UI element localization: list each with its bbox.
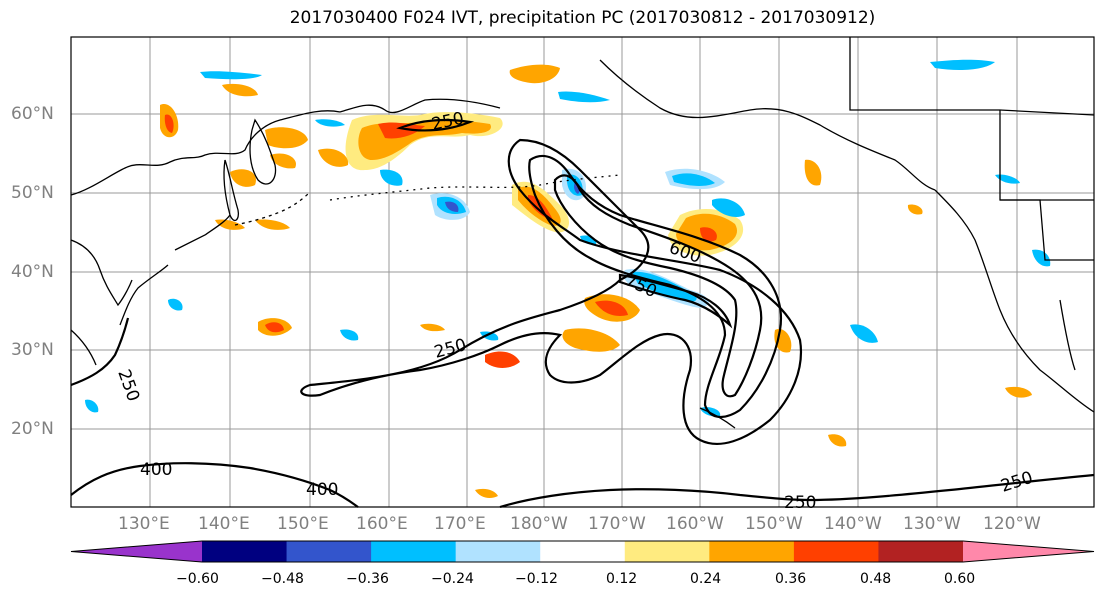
colorbar-tick-10: 0.60: [944, 571, 976, 587]
colorbar-extend-max: [963, 541, 1094, 562]
colorbar-tick-5: −0.12: [515, 571, 558, 587]
colorbar-segment: [286, 541, 372, 562]
lon-label-120w: 120°W: [983, 514, 1041, 534]
lon-label-170w: 170°W: [588, 514, 646, 534]
colorbar-segment: [540, 541, 626, 562]
colorbar-tick-7: 0.24: [690, 571, 722, 587]
lon-label-160w: 160°W: [666, 514, 724, 534]
colorbar-extend-min: [71, 541, 202, 562]
colorbar-segment: [455, 541, 541, 562]
colorbar-tick-3: −0.36: [346, 571, 389, 587]
lon-label-160e: 160°E: [356, 514, 408, 534]
contour-label-250-e: 250: [784, 493, 816, 513]
ivt-contours: [70, 118, 1095, 509]
map-frame: [70, 36, 1095, 508]
colorbar-segment: [202, 541, 288, 562]
colorbar-segment: [793, 541, 879, 562]
colorbar-segment: [371, 541, 457, 562]
lon-label-150w: 150°W: [745, 514, 803, 534]
contour-label-400-b: 400: [306, 480, 338, 500]
lat-label-50n: 50°N: [11, 183, 54, 203]
colorbar-tick-2: −0.48: [261, 571, 304, 587]
colorbar-tick-1: −0.60: [176, 571, 219, 587]
contour-label-400-a: 400: [140, 460, 172, 480]
precip-patches: [85, 59, 1051, 498]
colorbar-segment: [709, 541, 795, 562]
colorbar-segment: [624, 541, 710, 562]
lon-label-170e: 170°E: [434, 514, 486, 534]
map-title: 2017030400 F024 IVT, precipitation PC (2…: [289, 8, 876, 28]
lon-label-130w: 130°W: [903, 514, 961, 534]
lon-label-130e: 130°E: [118, 514, 170, 534]
colorbar-tick-4: −0.24: [431, 571, 474, 587]
lon-label-140w: 140°W: [824, 514, 882, 534]
lon-label-180w: 180°W: [510, 514, 568, 534]
lat-label-30n: 30°N: [11, 340, 54, 360]
coastlines: [70, 37, 1095, 429]
lon-label-140e: 140°E: [198, 514, 250, 534]
colorbar-tick-8: 0.36: [775, 571, 807, 587]
colorbar-tick-6: 0.12: [606, 571, 638, 587]
colorbar-tick-9: 0.48: [860, 571, 892, 587]
colorbar-segment: [878, 541, 964, 562]
lat-label-20n: 20°N: [11, 419, 54, 439]
colorbar: [70, 540, 1095, 563]
lon-label-150e: 150°E: [277, 514, 329, 534]
lat-label-40n: 40°N: [11, 262, 54, 282]
colorbar-outline: [70, 540, 1095, 563]
lat-label-60n: 60°N: [11, 104, 54, 124]
